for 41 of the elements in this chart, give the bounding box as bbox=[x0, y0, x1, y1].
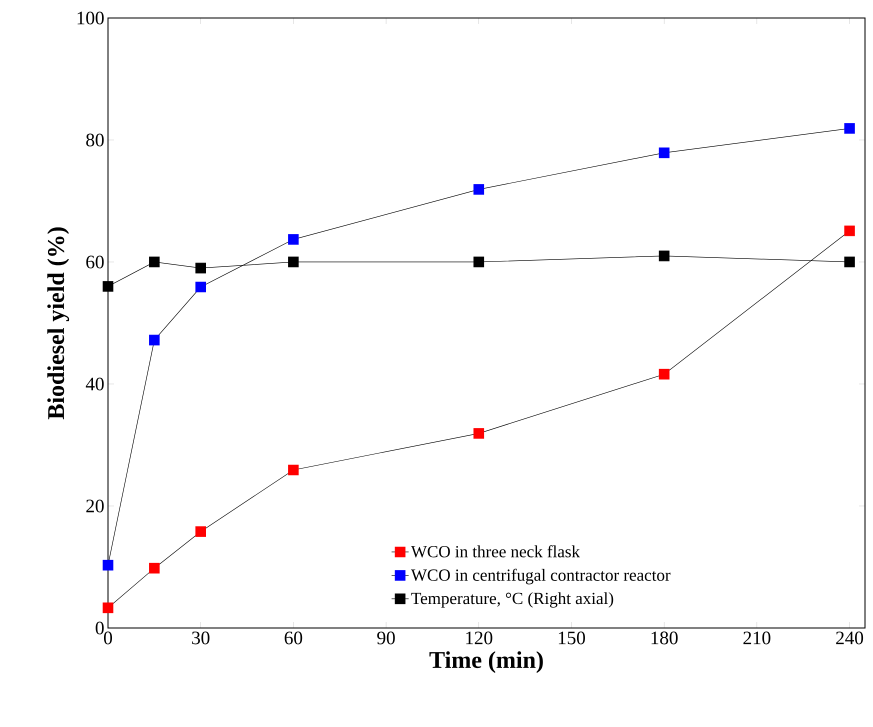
y-tick-label: 0 bbox=[96, 622, 104, 634]
point bbox=[658, 148, 670, 158]
y-tick-label: 80 bbox=[86, 134, 104, 146]
legend-label: WCO in three neck flask bbox=[410, 545, 580, 558]
point bbox=[149, 256, 160, 268]
x-tick-label: 90 bbox=[377, 632, 395, 644]
y-axis-title: Biodiesel yield (%) bbox=[47, 227, 70, 420]
point bbox=[149, 334, 160, 346]
point bbox=[473, 184, 484, 195]
point bbox=[288, 464, 299, 476]
x-tick-label: 150 bbox=[558, 632, 585, 644]
y-tick-label: 100 bbox=[78, 12, 104, 24]
x-tick-label: 240 bbox=[836, 632, 864, 644]
y-tick-label: 60 bbox=[86, 256, 104, 268]
x-tick-label: 120 bbox=[466, 632, 492, 644]
x-tick-label: 0 bbox=[104, 632, 112, 644]
point bbox=[288, 256, 299, 268]
y-tick-label: 40 bbox=[86, 378, 104, 390]
x-tick-label: 30 bbox=[192, 632, 210, 644]
x-tick-label: 180 bbox=[652, 632, 678, 644]
point bbox=[102, 602, 114, 614]
point bbox=[102, 560, 114, 570]
point bbox=[195, 526, 206, 537]
x-tick-label: 60 bbox=[284, 632, 302, 644]
point bbox=[195, 262, 206, 274]
point bbox=[844, 226, 855, 236]
point bbox=[844, 123, 855, 134]
x-tick-label: 210 bbox=[743, 632, 770, 644]
legend-label: Temperature, °C (Right axial) bbox=[411, 592, 614, 608]
point bbox=[288, 234, 299, 245]
point bbox=[473, 428, 484, 439]
point bbox=[844, 256, 855, 268]
legend-label: WCO in centrifugal contractor reactor bbox=[410, 568, 670, 584]
point bbox=[473, 256, 484, 268]
point bbox=[149, 562, 160, 574]
y-tick-label: 20 bbox=[86, 500, 104, 512]
point bbox=[658, 368, 670, 380]
point bbox=[658, 250, 670, 262]
point bbox=[102, 281, 114, 292]
point bbox=[195, 282, 206, 292]
x-axis-title: Time (min) bbox=[429, 651, 543, 673]
